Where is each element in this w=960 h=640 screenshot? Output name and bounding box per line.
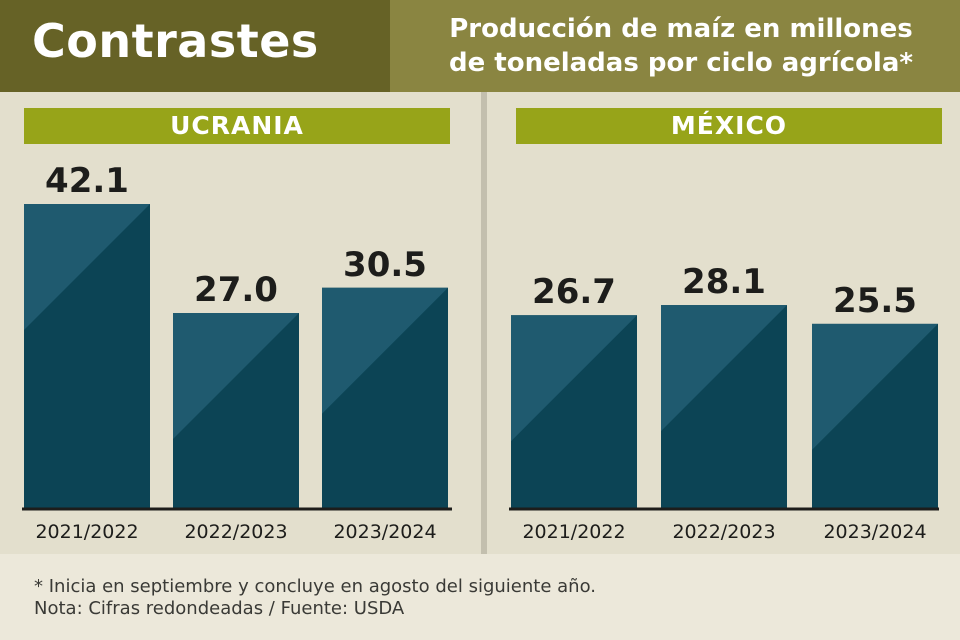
bar-highlight — [661, 305, 787, 432]
bar-2 — [812, 323, 938, 508]
category-label: 2023/2024 — [333, 521, 436, 543]
bar-1 — [661, 305, 787, 508]
bar-highlight — [812, 323, 938, 450]
source-note: Nota: Cifras redondeadas / Fuente: USDA — [34, 598, 405, 619]
bar-0 — [511, 315, 637, 508]
bar-1 — [173, 313, 299, 508]
bar-highlight — [24, 204, 150, 330]
category-label: 2021/2022 — [35, 521, 138, 543]
bar-0 — [24, 204, 150, 508]
bar-chart-mexico: 26.7 2021/2022 28.1 2022/2023 25.5 2023/2024 — [509, 262, 939, 543]
value-label: 27.0 — [194, 270, 278, 310]
footnote: * Inicia en septiembre y concluye en ago… — [34, 576, 596, 597]
bar-2 — [322, 287, 448, 508]
category-label: 2022/2023 — [184, 521, 287, 543]
value-label: 42.1 — [45, 161, 129, 201]
chart-title: Producción de maíz en millones de tonela… — [416, 12, 946, 80]
value-label: 28.1 — [682, 262, 766, 302]
brand-title: Contrastes — [32, 14, 319, 68]
bar-highlight — [511, 315, 637, 442]
value-label: 25.5 — [833, 281, 917, 321]
category-label: 2023/2024 — [823, 521, 926, 543]
category-label: 2022/2023 — [672, 521, 775, 543]
bar-highlight — [322, 287, 448, 414]
footer: * Inicia en septiembre y concluye en ago… — [0, 554, 960, 640]
bar-chart-ucrania: 42.1 2021/2022 27.0 2022/2023 30.5 2023/2024 — [22, 161, 452, 543]
category-label: 2021/2022 — [522, 521, 625, 543]
header: Contrastes Producción de maíz en millone… — [0, 0, 960, 92]
panel-divider — [481, 92, 487, 554]
bar-highlight — [173, 313, 299, 440]
value-label: 30.5 — [343, 245, 427, 285]
brand-block: Contrastes — [0, 0, 390, 92]
region-title-mexico: MÉXICO — [516, 108, 942, 144]
chart-title-line2: de toneladas por ciclo agrícola* — [448, 48, 913, 78]
region-title-ucrania: UCRANIA — [24, 108, 450, 144]
value-label: 26.7 — [532, 272, 616, 312]
chart-title-line1: Producción de maíz en millones — [449, 14, 913, 44]
